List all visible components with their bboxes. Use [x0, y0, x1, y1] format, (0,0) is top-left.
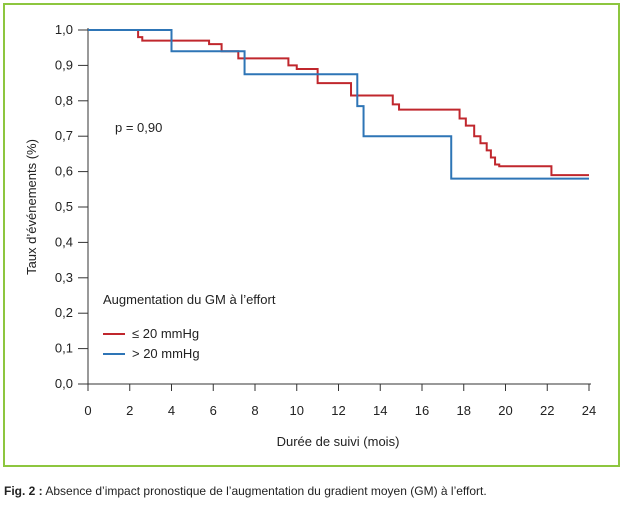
- y-tick-label: 0,5: [55, 199, 73, 214]
- y-tick-label: 0,9: [55, 57, 73, 72]
- series-lines: [88, 29, 589, 180]
- x-tick-label: 22: [540, 403, 554, 418]
- series-line-1: [88, 29, 589, 177]
- x-tick-label: 20: [498, 403, 512, 418]
- x-tick-label: 16: [415, 403, 429, 418]
- y-tick-label: 0,3: [55, 270, 73, 285]
- legend-label-1: ≤ 20 mmHg: [132, 326, 199, 341]
- y-tick-label: 0,4: [55, 234, 73, 249]
- y-tick-label: 0,6: [55, 164, 73, 179]
- y-tick-label: 1,0: [55, 22, 73, 37]
- caption-label: Fig. 2 :: [4, 484, 43, 498]
- x-tick-label: 18: [457, 403, 471, 418]
- p-value-annotation: p = 0,90: [115, 120, 162, 135]
- legend: ≤ 20 mmHg > 20 mmHg: [103, 326, 200, 361]
- x-tick-label: 24: [582, 403, 596, 418]
- figure-caption: Fig. 2 : Absence d’impact pronostique de…: [4, 484, 487, 498]
- y-tick-label: 0,0: [55, 376, 73, 391]
- x-tick-label: 10: [290, 403, 304, 418]
- x-tick-label: 14: [373, 403, 387, 418]
- y-tick-label: 0,7: [55, 128, 73, 143]
- legend-label-2: > 20 mmHg: [132, 346, 200, 361]
- legend-title: Augmentation du GM à l’effort: [103, 292, 276, 307]
- y-axis-label: Taux d’événements (%): [24, 139, 39, 275]
- x-tick-label: 8: [251, 403, 258, 418]
- x-tick-label: 2: [126, 403, 133, 418]
- x-tick-label: 0: [84, 403, 91, 418]
- y-tick-label: 0,8: [55, 93, 73, 108]
- caption-text: Absence d’impact pronostique de l’augmen…: [42, 484, 487, 498]
- axes: 0,00,10,20,30,40,50,60,70,80,91,00 2 4 6 8 10…: [55, 22, 596, 418]
- y-tick-label: 0,1: [55, 341, 73, 356]
- x-tick-label: 6: [210, 403, 217, 418]
- x-axis-label: Durée de suivi (mois): [277, 434, 400, 449]
- x-tick-label: 12: [331, 403, 345, 418]
- figure-frame: [3, 3, 620, 467]
- y-tick-label: 0,2: [55, 305, 73, 320]
- series-line-2: [88, 29, 589, 180]
- x-tick-label: 4: [168, 403, 175, 418]
